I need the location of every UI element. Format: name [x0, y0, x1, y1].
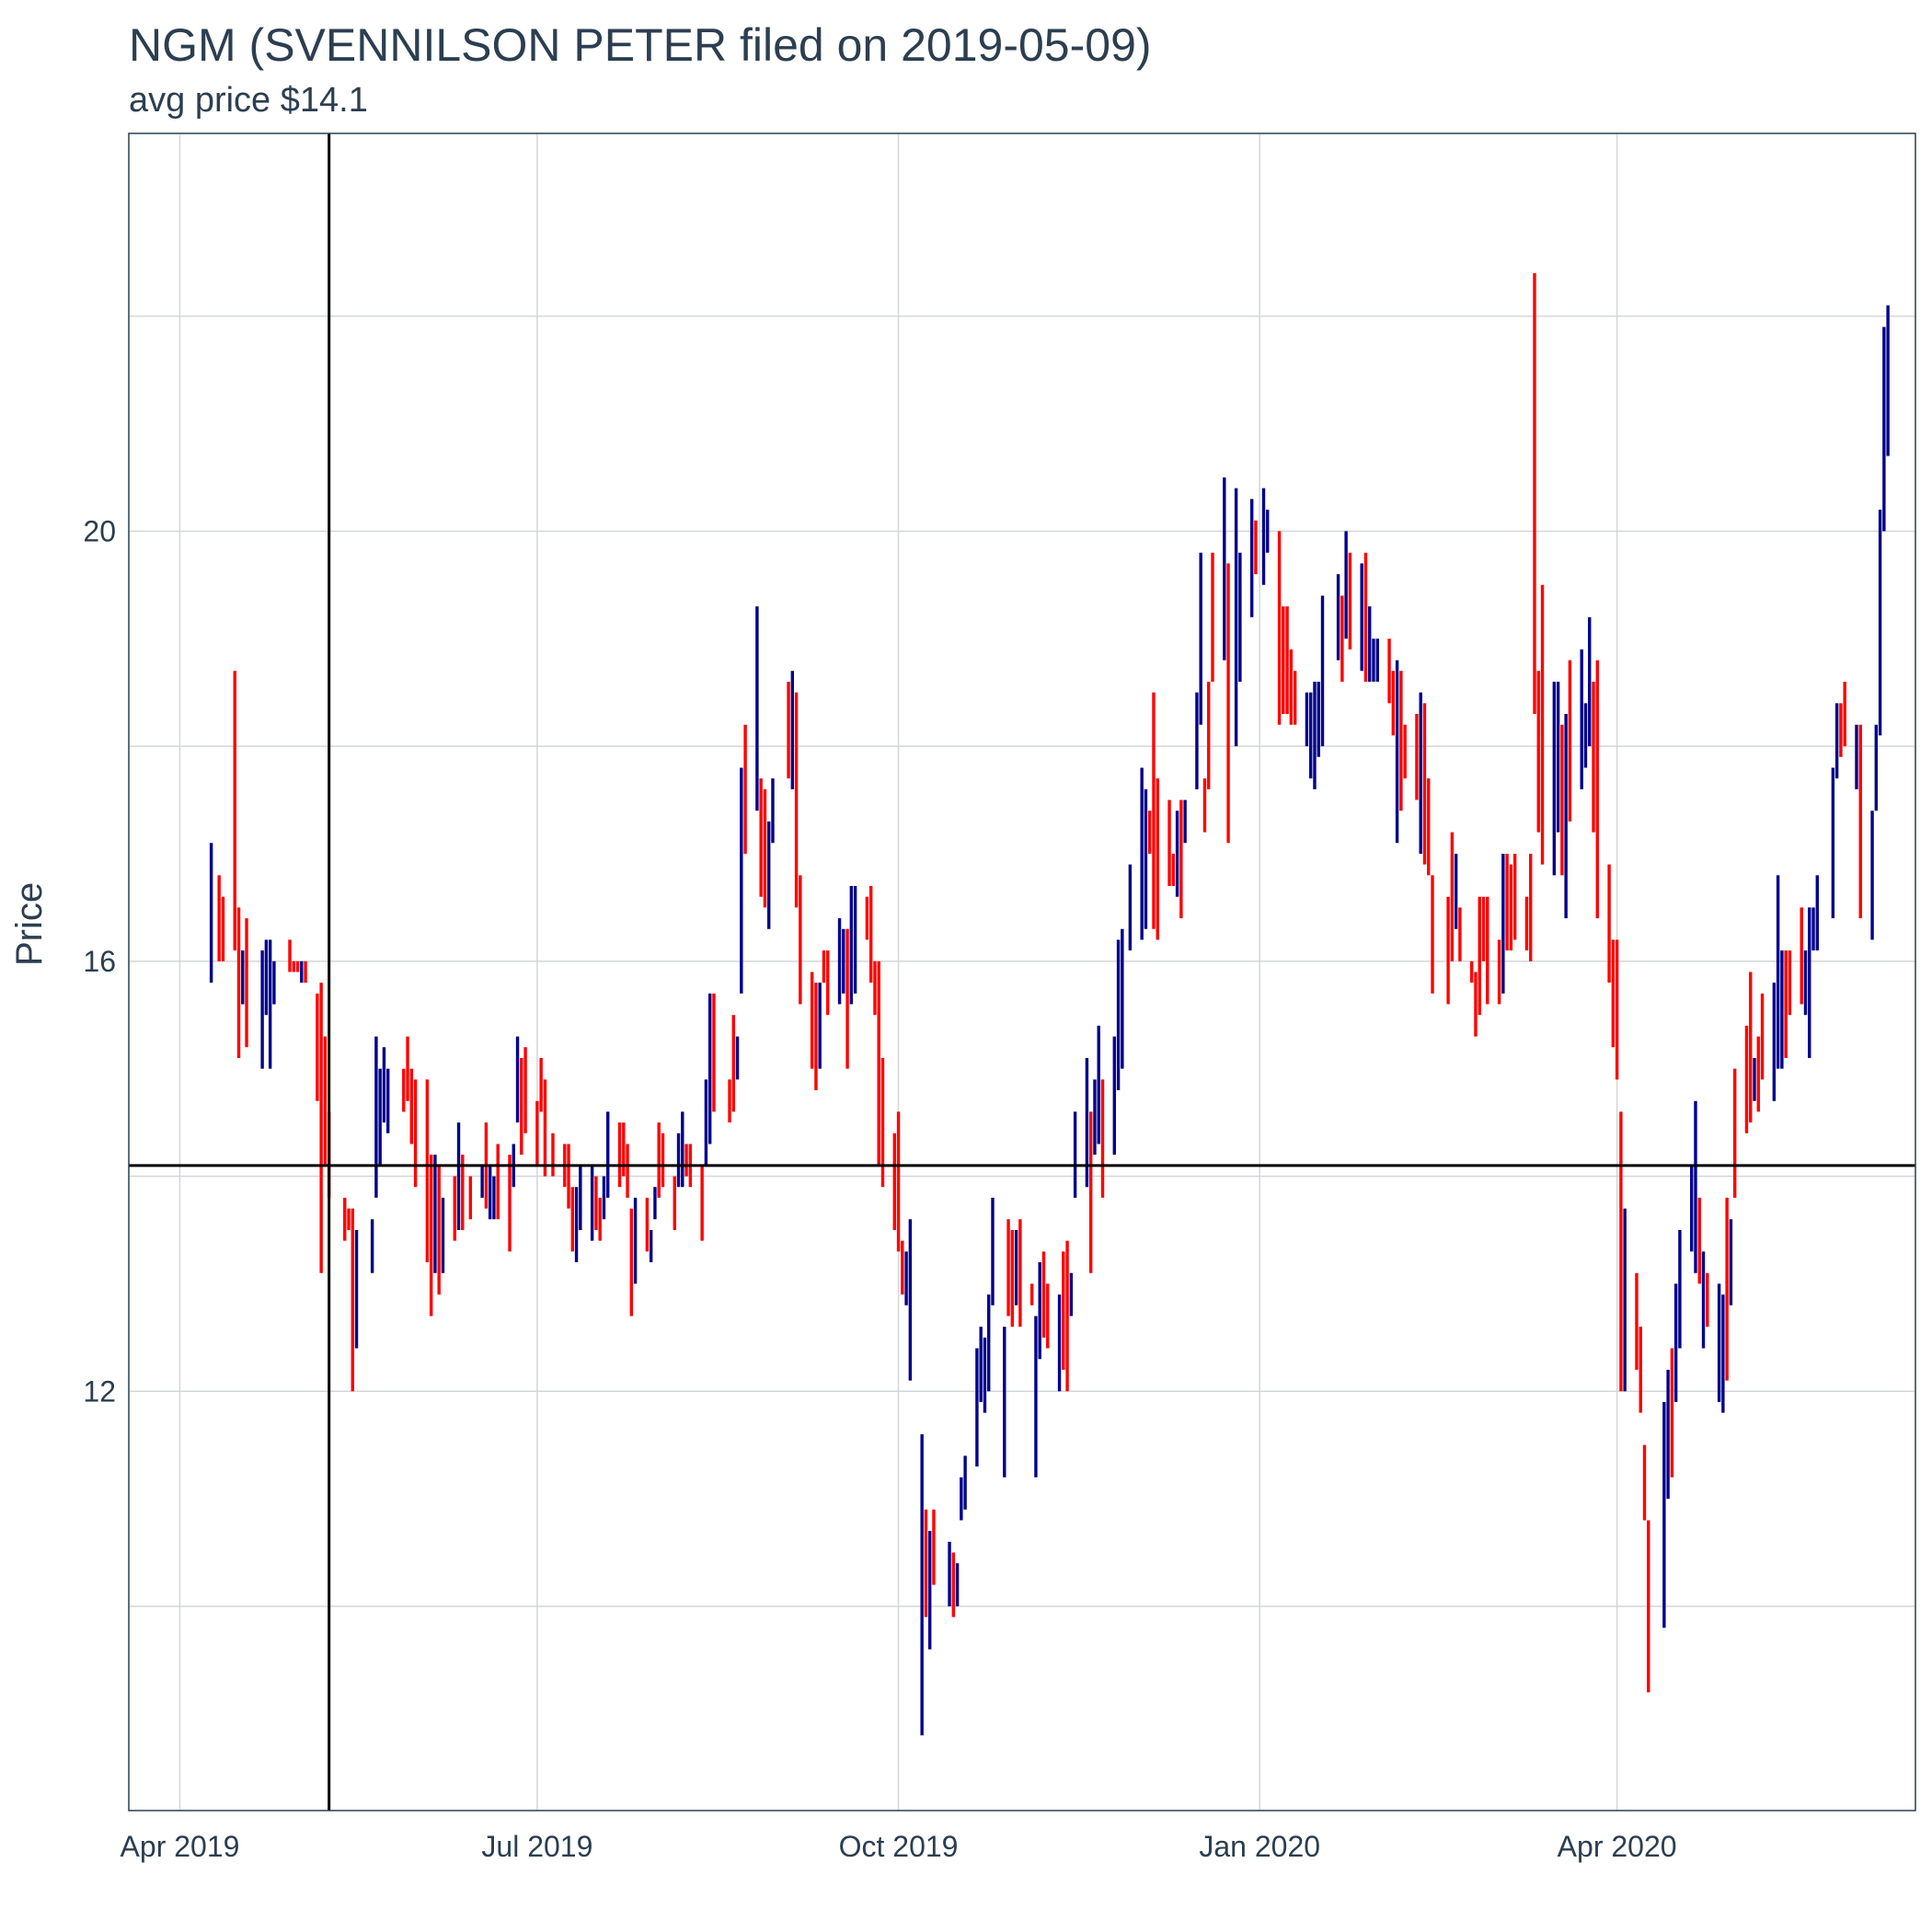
x-tick-label: Apr 2019	[121, 1830, 240, 1863]
x-axis-ticks: Apr 2019 Jul 2019 Oct 2019 Jan 2020 Apr 2020	[121, 1830, 1677, 1863]
y-tick-label: 16	[83, 945, 116, 978]
x-tick-label: Apr 2020	[1558, 1830, 1677, 1863]
y-tick-label: 12	[83, 1374, 116, 1408]
plot-frame	[128, 132, 1916, 1811]
reference-lines	[129, 133, 1915, 1811]
y-axis-ticks: 12 16 20	[83, 514, 116, 1408]
chart-subtitle: avg price $14.1	[129, 81, 368, 120]
x-tick-label: Oct 2019	[839, 1830, 959, 1863]
chart-title: NGM (SVENNILSON PETER filed on 2019-05-0…	[129, 19, 1152, 71]
x-tick-label: Jan 2020	[1199, 1830, 1320, 1863]
price-bars	[209, 272, 1890, 1736]
y-tick-label: 20	[83, 514, 116, 547]
x-tick-label: Jul 2019	[481, 1830, 592, 1863]
